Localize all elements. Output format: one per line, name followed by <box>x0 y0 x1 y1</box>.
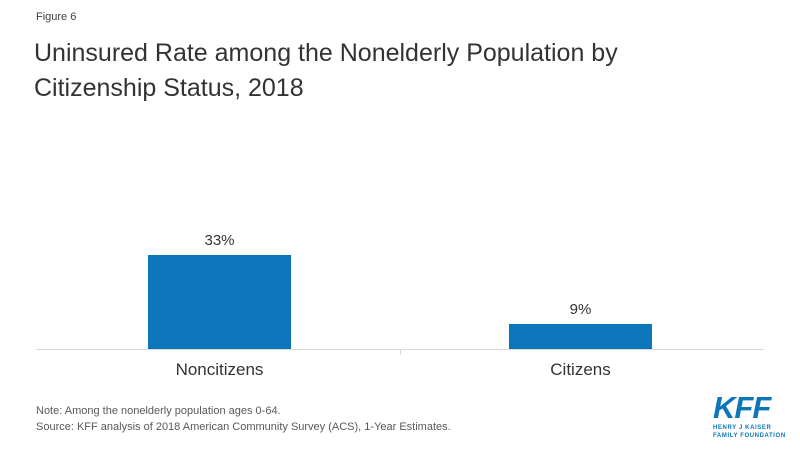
category-label-citizens: Citizens <box>550 360 611 379</box>
kff-logo-text: KFF <box>713 390 771 425</box>
footnotes: Note: Among the nonelderly population ag… <box>36 404 451 436</box>
bar-group-noncitizens: 33% <box>148 232 291 350</box>
bar-citizens <box>509 324 652 350</box>
bar-value-label-citizens: 9% <box>569 301 592 318</box>
kff-logo: KFF HENRY J KAISER FAMILY FOUNDATION <box>713 392 786 441</box>
source-text: Source: KFF analysis of 2018 American Co… <box>36 420 451 433</box>
bar-noncitizens <box>148 255 291 350</box>
figure-label: Figure 6 <box>36 11 77 23</box>
note-text: Note: Among the nonelderly population ag… <box>36 405 281 417</box>
page-title: Uninsured Rate among the Nonelderly Popu… <box>34 39 618 102</box>
category-label-noncitizens: Noncitizens <box>175 360 264 379</box>
bar-value-label-noncitizens: 33% <box>204 232 235 249</box>
bar-group-citizens: 9% <box>509 301 652 350</box>
kff-logo-subtext: HENRY J KAISER FAMILY FOUNDATION <box>713 425 786 439</box>
x-axis-tick <box>400 349 401 355</box>
